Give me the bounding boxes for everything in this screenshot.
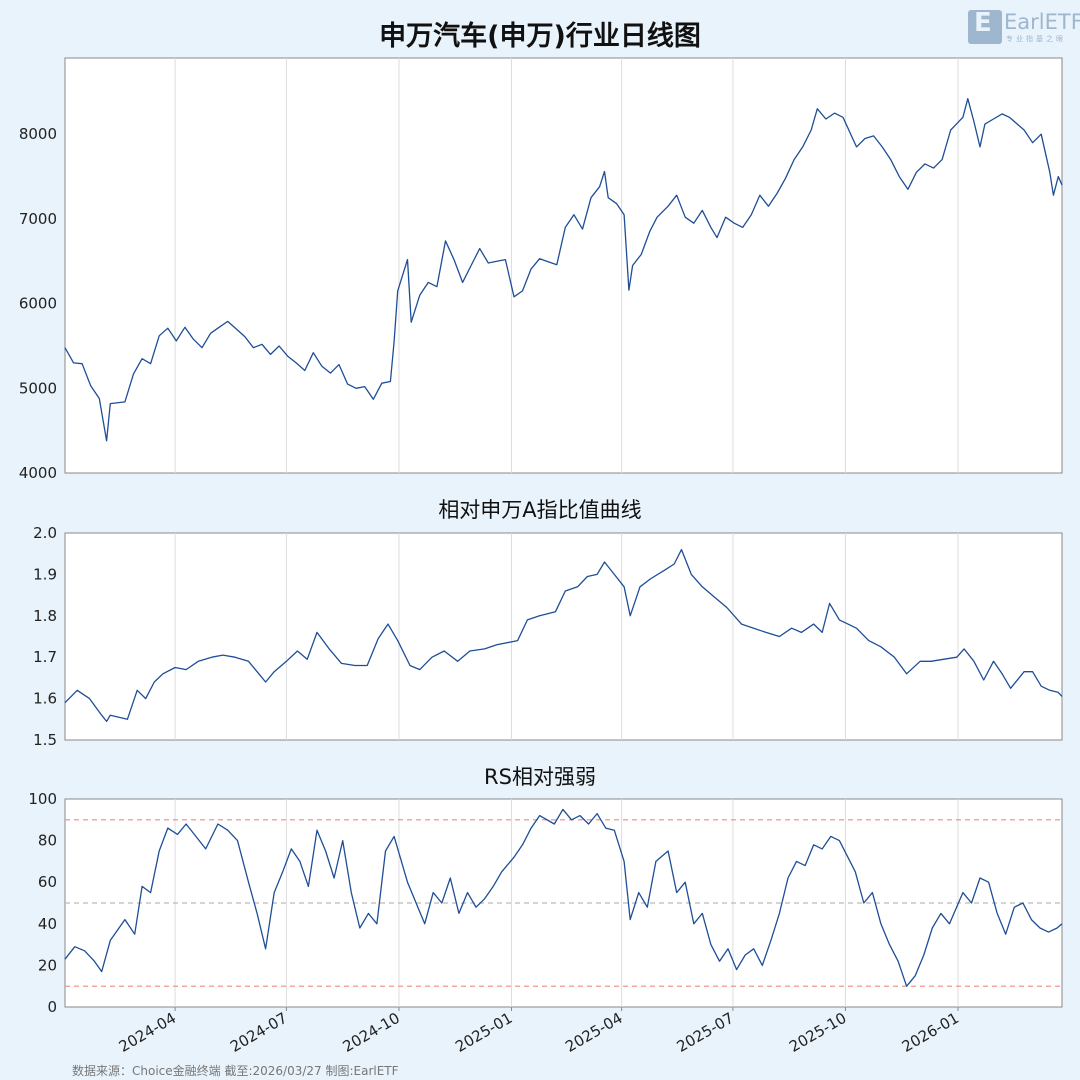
y-tick-label: 0: [47, 998, 57, 1016]
y-tick-label: 7000: [19, 210, 57, 228]
plot-area-1: [64, 532, 1063, 741]
x-tick-label: 2025-04: [562, 1009, 625, 1056]
x-tick-label: 2025-07: [674, 1009, 737, 1056]
series-line-1-0: [64, 548, 1063, 723]
footer-source-note: 数据来源：Choice金融终端 截至:2026/03/27 制图:EarlETF: [72, 1064, 399, 1078]
logo-text: EarlETF: [1004, 10, 1080, 34]
y-tick-label: 20: [38, 956, 57, 974]
series-line-2-0: [64, 808, 1063, 987]
main-chart-title: 申万汽车(申万)行业日线图: [379, 21, 701, 52]
plot-area-0: [64, 57, 1063, 474]
y-tick-label: 6000: [19, 295, 57, 313]
y-tick-label: 1.9: [33, 565, 57, 583]
series-line-0-0: [64, 98, 1063, 442]
rs-chart-title: RS相对强弱: [484, 765, 596, 789]
logo-mark-icon: E: [968, 8, 1002, 44]
x-tick-label: 2025-10: [786, 1009, 849, 1056]
x-tick-label: 2024-07: [227, 1009, 290, 1056]
y-tick-label: 1.7: [33, 648, 57, 666]
y-tick-label: 80: [38, 832, 57, 850]
y-tick-label: 100: [28, 790, 57, 808]
y-tick-label: 1.8: [33, 607, 57, 625]
y-tick-label: 8000: [19, 125, 57, 143]
y-tick-label: 1.5: [33, 731, 57, 749]
logo-subtext: 专业指基之眼: [1006, 35, 1066, 43]
y-tick-label: 60: [38, 873, 57, 891]
y-tick-label: 5000: [19, 379, 57, 397]
ratio-chart-title: 相对申万A指比值曲线: [438, 498, 642, 522]
y-tick-label: 4000: [19, 464, 57, 482]
y-tick-label: 40: [38, 915, 57, 933]
y-tick-label: 1.6: [33, 690, 57, 708]
x-tick-label: 2025-01: [452, 1009, 515, 1056]
x-tick-label: 2024-10: [340, 1009, 403, 1056]
y-tick-label: 2.0: [33, 524, 57, 542]
earletf-logo: E EarlETF 专业指基之眼: [968, 8, 1080, 46]
x-tick-label: 2026-01: [899, 1009, 962, 1056]
x-tick-label: 2024-04: [116, 1009, 179, 1056]
